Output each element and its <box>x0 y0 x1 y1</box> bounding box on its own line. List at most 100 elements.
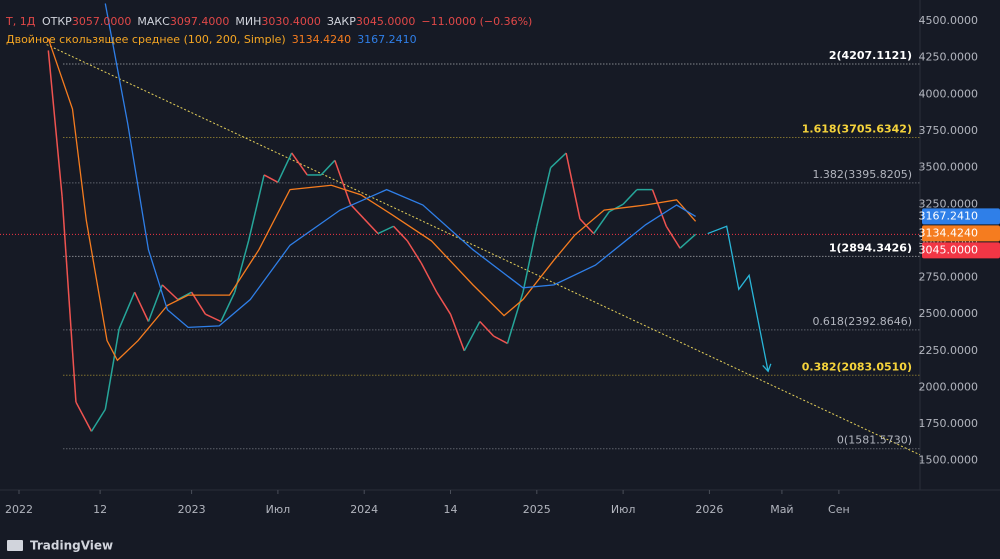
y-tick-label: 2250.0000 <box>919 344 979 357</box>
trend-line <box>46 44 920 456</box>
x-tick-label: 2024 <box>350 503 378 516</box>
brand: TradingView <box>7 539 113 553</box>
price-segment <box>161 284 179 301</box>
price-segment <box>679 233 697 249</box>
price-segment <box>463 321 481 352</box>
legend-header: T, 1Д ОТКР 3057.0000 МАКС 3097.4000 МИН 3030.… <box>5 15 532 46</box>
x-tick-label: Июл <box>611 503 636 516</box>
price-segment <box>75 401 93 432</box>
price-segment <box>177 291 192 301</box>
x-tick-label: Май <box>770 503 793 516</box>
price-segment <box>118 291 136 330</box>
fib-label: 1.618(3705.6342) <box>802 123 912 136</box>
fib-label: 0.382(2083.0510) <box>802 360 912 373</box>
header-high-label: МАКС <box>137 15 170 28</box>
price-segment <box>377 225 394 235</box>
x-tick-label: 2026 <box>695 503 723 516</box>
indicator-value: 3167.2410 <box>357 33 417 46</box>
plot-area <box>0 3 920 456</box>
price-segment <box>536 167 552 227</box>
price-segment <box>493 335 508 345</box>
brand-name: TradingView <box>30 539 113 553</box>
price-label: 3167.2410 <box>919 209 979 222</box>
price-segment <box>622 189 638 205</box>
price-segment <box>522 226 538 293</box>
brand-logo <box>7 540 23 551</box>
header-close-label: ЗАКР <box>327 15 356 28</box>
price-segment <box>104 328 120 410</box>
price-segment <box>608 203 624 213</box>
price-segment <box>479 320 495 337</box>
price-segment <box>47 50 63 198</box>
y-tick-label: 2500.0000 <box>919 307 979 320</box>
moving-average <box>47 38 697 362</box>
y-tick-label: 1750.0000 <box>919 417 979 430</box>
price-segment <box>220 291 236 322</box>
moving-average <box>104 3 696 329</box>
projection-path <box>707 225 769 372</box>
price-segment <box>565 152 581 220</box>
symbol: T, 1Д <box>5 15 36 28</box>
fib-label: 0(1581.5730) <box>837 434 912 447</box>
x-tick-label: 12 <box>93 503 107 516</box>
price-segment <box>593 211 610 235</box>
fib-label: 2(4207.1121) <box>829 49 912 62</box>
header-high: 3097.4000 <box>170 15 230 28</box>
fib-label: 1(2894.3426) <box>829 241 912 254</box>
price-segment <box>320 159 336 176</box>
projection-arrowhead <box>762 363 772 373</box>
price-segment <box>449 313 466 352</box>
fib-label: 1.382(3395.8205) <box>812 168 912 181</box>
price-label: 3134.4240 <box>919 226 979 239</box>
y-tick-label: 3500.0000 <box>919 161 979 174</box>
y-tick-label: 2000.0000 <box>919 380 979 393</box>
indicator-value: 3134.4240 <box>292 33 352 46</box>
price-segment <box>334 160 352 205</box>
y-tick-label: 4000.0000 <box>919 87 979 100</box>
price-segment <box>665 225 681 249</box>
price-segment <box>363 218 379 235</box>
price-segment <box>651 189 667 227</box>
header-open: 3057.0000 <box>72 15 132 28</box>
price-label-box <box>922 242 1000 259</box>
price-segment <box>406 240 422 264</box>
x-tick-label: 14 <box>444 503 458 516</box>
x-tick-label: 2025 <box>523 503 551 516</box>
header-close: 3045.0000 <box>356 15 416 28</box>
header-change: −11.0000 (−0.36%) <box>421 15 532 28</box>
price-segment <box>436 291 452 315</box>
y-tick-label: 4500.0000 <box>919 14 979 27</box>
price-segment <box>277 152 293 183</box>
x-tick-label: Сен <box>828 503 850 516</box>
price-segment <box>263 174 279 183</box>
x-tick-label: 2023 <box>178 503 206 516</box>
price-label-box <box>922 208 1000 225</box>
y-tick-label: 3250.0000 <box>919 197 979 210</box>
price-segment <box>247 174 265 242</box>
header-low-label: МИН <box>235 15 261 28</box>
price-segment <box>349 203 365 220</box>
price-segment <box>550 152 567 169</box>
price-segment <box>579 218 595 235</box>
price-segment <box>393 225 408 242</box>
y-tick-label: 3750.0000 <box>919 124 979 137</box>
fib-label: 0.618(2392.8646) <box>812 315 912 328</box>
x-tick-label: 2022 <box>5 503 33 516</box>
price-segment <box>90 409 106 432</box>
price-label-box <box>922 225 1000 242</box>
indicator-name: Двойное скользящее среднее (100, 200, Si… <box>6 33 286 46</box>
price-segment <box>205 313 222 323</box>
price-segment <box>190 291 207 315</box>
price-segment <box>420 262 438 293</box>
y-tick-label: 1500.0000 <box>919 454 979 467</box>
axes: 1500.0000 1750.0000 2000.0000 2250.0000 2500… <box>5 14 1000 516</box>
header-open-label: ОТКР <box>42 15 72 28</box>
x-tick-label: Июл <box>266 503 291 516</box>
price-segment <box>133 291 150 322</box>
y-tick-label: 4250.0000 <box>919 51 979 64</box>
header-low: 3030.4000 <box>261 15 321 28</box>
y-tick-label: 2750.0000 <box>919 271 979 284</box>
price-segment <box>506 291 524 344</box>
